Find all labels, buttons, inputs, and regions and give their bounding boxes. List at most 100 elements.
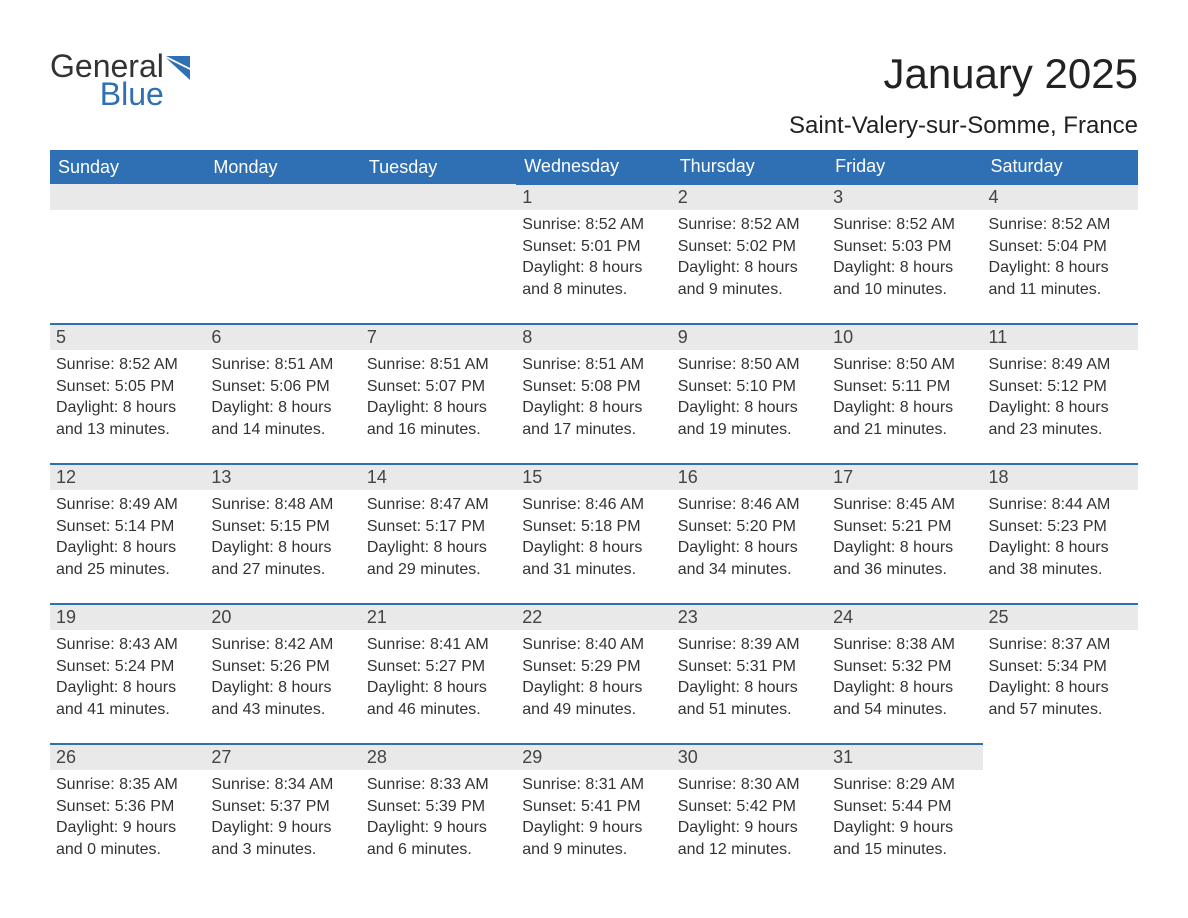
sunrise-line: Sunrise: 8:52 AM	[522, 214, 665, 236]
calendar-cell: 8Sunrise: 8:51 AMSunset: 5:08 PMDaylight…	[516, 324, 671, 464]
empty-daynum	[361, 184, 516, 210]
day-number: 1	[516, 185, 671, 210]
empty-daynum	[205, 184, 360, 210]
sunset-line: Sunset: 5:08 PM	[522, 376, 665, 398]
page: General Blue January 2025 Saint-Valery-s…	[0, 0, 1188, 914]
sunset-line: Sunset: 5:18 PM	[522, 516, 665, 538]
calendar-cell: 14Sunrise: 8:47 AMSunset: 5:17 PMDayligh…	[361, 464, 516, 604]
day-body: Sunrise: 8:35 AMSunset: 5:36 PMDaylight:…	[50, 770, 205, 864]
day-number: 29	[516, 745, 671, 770]
calendar-body: 1Sunrise: 8:52 AMSunset: 5:01 PMDaylight…	[50, 184, 1138, 884]
sunset-line: Sunset: 5:32 PM	[833, 656, 976, 678]
sunset-line: Sunset: 5:11 PM	[833, 376, 976, 398]
sunset-line: Sunset: 5:34 PM	[989, 656, 1132, 678]
sunrise-line: Sunrise: 8:29 AM	[833, 774, 976, 796]
day-number: 13	[205, 465, 360, 490]
day-number: 19	[50, 605, 205, 630]
daylight-line: Daylight: 8 hours and 29 minutes.	[367, 537, 510, 580]
sunset-line: Sunset: 5:15 PM	[211, 516, 354, 538]
calendar-cell: 5Sunrise: 8:52 AMSunset: 5:05 PMDaylight…	[50, 324, 205, 464]
sunset-line: Sunset: 5:42 PM	[678, 796, 821, 818]
sunset-line: Sunset: 5:07 PM	[367, 376, 510, 398]
sunrise-line: Sunrise: 8:52 AM	[989, 214, 1132, 236]
weekday-header: Thursday	[672, 150, 827, 184]
sunrise-line: Sunrise: 8:40 AM	[522, 634, 665, 656]
day-number: 4	[983, 185, 1138, 210]
sunset-line: Sunset: 5:17 PM	[367, 516, 510, 538]
day-body: Sunrise: 8:37 AMSunset: 5:34 PMDaylight:…	[983, 630, 1138, 724]
day-body: Sunrise: 8:41 AMSunset: 5:27 PMDaylight:…	[361, 630, 516, 724]
daylight-line: Daylight: 9 hours and 6 minutes.	[367, 817, 510, 860]
day-number: 16	[672, 465, 827, 490]
calendar-cell: 24Sunrise: 8:38 AMSunset: 5:32 PMDayligh…	[827, 604, 982, 744]
calendar-cell	[205, 184, 360, 324]
sunrise-line: Sunrise: 8:51 AM	[211, 354, 354, 376]
daylight-line: Daylight: 9 hours and 15 minutes.	[833, 817, 976, 860]
day-body: Sunrise: 8:30 AMSunset: 5:42 PMDaylight:…	[672, 770, 827, 864]
sunset-line: Sunset: 5:06 PM	[211, 376, 354, 398]
calendar-cell: 7Sunrise: 8:51 AMSunset: 5:07 PMDaylight…	[361, 324, 516, 464]
calendar-cell: 15Sunrise: 8:46 AMSunset: 5:18 PMDayligh…	[516, 464, 671, 604]
day-body: Sunrise: 8:47 AMSunset: 5:17 PMDaylight:…	[361, 490, 516, 584]
day-number: 11	[983, 325, 1138, 350]
day-body: Sunrise: 8:48 AMSunset: 5:15 PMDaylight:…	[205, 490, 360, 584]
daylight-line: Daylight: 8 hours and 10 minutes.	[833, 257, 976, 300]
day-body: Sunrise: 8:38 AMSunset: 5:32 PMDaylight:…	[827, 630, 982, 724]
calendar-cell: 23Sunrise: 8:39 AMSunset: 5:31 PMDayligh…	[672, 604, 827, 744]
day-body: Sunrise: 8:49 AMSunset: 5:14 PMDaylight:…	[50, 490, 205, 584]
sunset-line: Sunset: 5:27 PM	[367, 656, 510, 678]
day-body: Sunrise: 8:33 AMSunset: 5:39 PMDaylight:…	[361, 770, 516, 864]
calendar-cell: 20Sunrise: 8:42 AMSunset: 5:26 PMDayligh…	[205, 604, 360, 744]
calendar-row: 5Sunrise: 8:52 AMSunset: 5:05 PMDaylight…	[50, 324, 1138, 464]
sunset-line: Sunset: 5:04 PM	[989, 236, 1132, 258]
calendar-cell: 12Sunrise: 8:49 AMSunset: 5:14 PMDayligh…	[50, 464, 205, 604]
day-body: Sunrise: 8:43 AMSunset: 5:24 PMDaylight:…	[50, 630, 205, 724]
daylight-line: Daylight: 8 hours and 9 minutes.	[678, 257, 821, 300]
day-number: 2	[672, 185, 827, 210]
daylight-line: Daylight: 8 hours and 21 minutes.	[833, 397, 976, 440]
daylight-line: Daylight: 9 hours and 12 minutes.	[678, 817, 821, 860]
day-number: 24	[827, 605, 982, 630]
sunset-line: Sunset: 5:41 PM	[522, 796, 665, 818]
day-number: 21	[361, 605, 516, 630]
calendar-cell	[50, 184, 205, 324]
sunrise-line: Sunrise: 8:47 AM	[367, 494, 510, 516]
calendar-cell: 6Sunrise: 8:51 AMSunset: 5:06 PMDaylight…	[205, 324, 360, 464]
sunrise-line: Sunrise: 8:38 AM	[833, 634, 976, 656]
daylight-line: Daylight: 8 hours and 25 minutes.	[56, 537, 199, 580]
sunset-line: Sunset: 5:10 PM	[678, 376, 821, 398]
sunrise-line: Sunrise: 8:31 AM	[522, 774, 665, 796]
daylight-line: Daylight: 8 hours and 13 minutes.	[56, 397, 199, 440]
day-body: Sunrise: 8:46 AMSunset: 5:18 PMDaylight:…	[516, 490, 671, 584]
day-body: Sunrise: 8:39 AMSunset: 5:31 PMDaylight:…	[672, 630, 827, 724]
calendar-cell: 13Sunrise: 8:48 AMSunset: 5:15 PMDayligh…	[205, 464, 360, 604]
sunrise-line: Sunrise: 8:52 AM	[833, 214, 976, 236]
weekday-header: Monday	[205, 150, 360, 184]
calendar-row: 26Sunrise: 8:35 AMSunset: 5:36 PMDayligh…	[50, 744, 1138, 884]
sunrise-line: Sunrise: 8:46 AM	[522, 494, 665, 516]
location: Saint-Valery-sur-Somme, France	[789, 112, 1138, 140]
sunrise-line: Sunrise: 8:52 AM	[56, 354, 199, 376]
calendar-cell: 29Sunrise: 8:31 AMSunset: 5:41 PMDayligh…	[516, 744, 671, 884]
day-body: Sunrise: 8:50 AMSunset: 5:10 PMDaylight:…	[672, 350, 827, 444]
weekday-header: Tuesday	[361, 150, 516, 184]
daylight-line: Daylight: 8 hours and 41 minutes.	[56, 677, 199, 720]
daylight-line: Daylight: 8 hours and 46 minutes.	[367, 677, 510, 720]
sunset-line: Sunset: 5:23 PM	[989, 516, 1132, 538]
daylight-line: Daylight: 8 hours and 23 minutes.	[989, 397, 1132, 440]
logo: General Blue	[50, 50, 200, 110]
calendar-cell: 19Sunrise: 8:43 AMSunset: 5:24 PMDayligh…	[50, 604, 205, 744]
day-number: 6	[205, 325, 360, 350]
calendar-cell	[983, 744, 1138, 884]
sunrise-line: Sunrise: 8:42 AM	[211, 634, 354, 656]
weekday-header: Saturday	[983, 150, 1138, 184]
day-number: 18	[983, 465, 1138, 490]
day-number: 25	[983, 605, 1138, 630]
sunset-line: Sunset: 5:36 PM	[56, 796, 199, 818]
sunrise-line: Sunrise: 8:35 AM	[56, 774, 199, 796]
weekday-header: Sunday	[50, 150, 205, 184]
flag-icon	[166, 56, 200, 87]
daylight-line: Daylight: 8 hours and 36 minutes.	[833, 537, 976, 580]
calendar-cell: 4Sunrise: 8:52 AMSunset: 5:04 PMDaylight…	[983, 184, 1138, 324]
sunset-line: Sunset: 5:37 PM	[211, 796, 354, 818]
